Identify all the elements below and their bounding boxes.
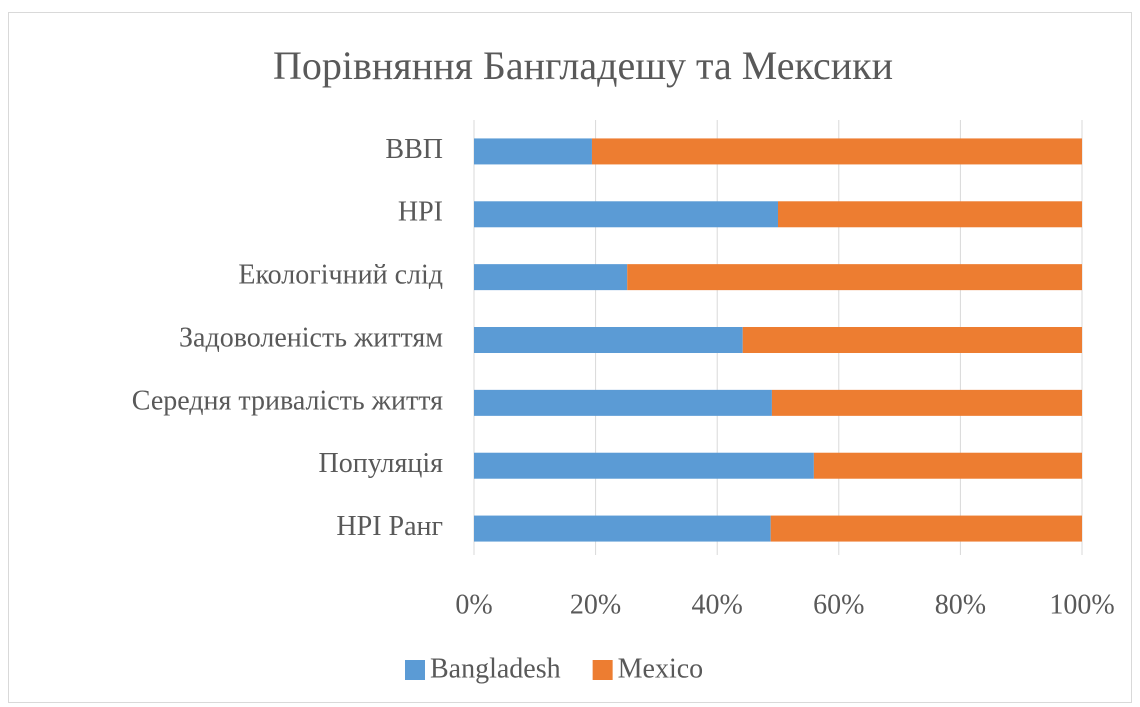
y-tick-label: ВВП: [385, 134, 443, 165]
y-tick-label: Популяція: [319, 448, 444, 479]
bar-segment: [813, 452, 1082, 479]
bar-segment: [771, 389, 1082, 416]
chart-frame: [8, 12, 1132, 703]
legend-label: Mexico: [618, 653, 704, 684]
x-tick-label: 80%: [935, 589, 986, 620]
y-tick-label: Екологічний слід: [238, 260, 443, 291]
y-tick-label: HPI: [398, 197, 443, 228]
x-tick-label: 100%: [1049, 589, 1114, 620]
chart-title: Порівняння Бангладешу та Мексики: [273, 43, 893, 88]
y-tick-label: Середня тривалість життя: [132, 385, 443, 416]
legend-swatch: [592, 660, 613, 680]
bar-segment: [474, 264, 628, 291]
bar-segment: [474, 515, 771, 542]
bar-segment: [591, 138, 1082, 165]
bar-segment: [742, 327, 1082, 353]
bar-segment: [778, 201, 1082, 228]
y-tick-label: Задоволеність життям: [179, 322, 443, 353]
x-tick-label: 20%: [570, 589, 621, 620]
bar-segment: [474, 201, 778, 228]
bar-segment: [770, 515, 1082, 542]
bar-segment: [474, 389, 772, 416]
x-tick-label: 40%: [692, 589, 743, 620]
bar-segment: [474, 138, 592, 165]
x-tick-label: 60%: [813, 589, 864, 620]
bar-segment: [474, 327, 743, 353]
bar-segment: [627, 264, 1082, 291]
legend-swatch: [405, 660, 425, 680]
y-tick-label: HPI Ранг: [336, 511, 443, 542]
x-tick-label: 0%: [455, 589, 492, 620]
legend-label: Bangladesh: [430, 653, 561, 684]
bar-segment: [474, 452, 814, 479]
